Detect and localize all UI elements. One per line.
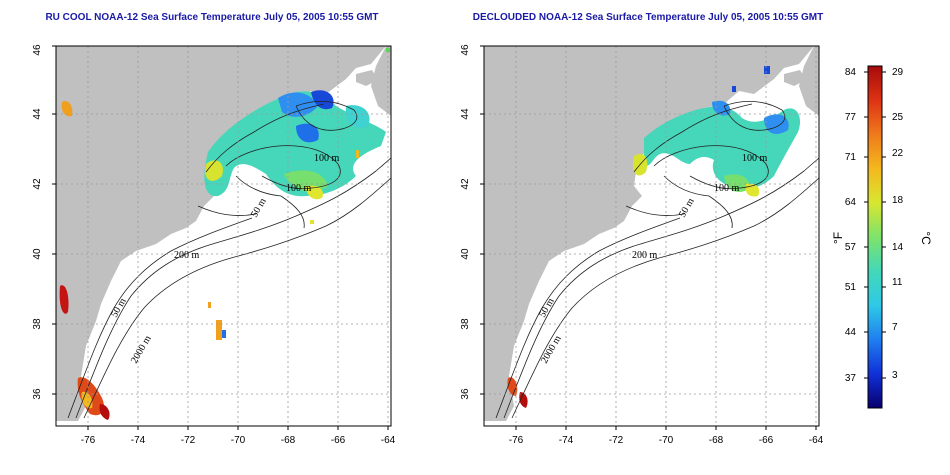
x-tick-label: -76 bbox=[509, 435, 524, 446]
y-tick-label: 40 bbox=[32, 248, 43, 260]
y-tick-label: 44 bbox=[32, 108, 43, 120]
contour-label-100m: 100 m bbox=[286, 183, 312, 194]
fahrenheit-tick: 77 bbox=[845, 112, 857, 123]
celsius-tick: 14 bbox=[892, 242, 904, 253]
x-tick-label: -72 bbox=[181, 435, 196, 446]
x-tick-label: -66 bbox=[331, 435, 346, 446]
celsius-tick: 25 bbox=[892, 112, 904, 123]
y-tick-label: 36 bbox=[460, 388, 471, 400]
y-tick-label: 42 bbox=[32, 178, 43, 190]
contour-label-100m: 100 m bbox=[714, 183, 740, 194]
y-tick-label: 46 bbox=[460, 44, 471, 56]
x-tick-label: -72 bbox=[609, 435, 624, 446]
contour-label-200m: 200 m bbox=[632, 250, 658, 261]
x-tick-label: -76 bbox=[81, 435, 96, 446]
sst-figure: RU COOL NOAA-12 Sea Surface Temperature … bbox=[0, 0, 950, 475]
y-tick-label: 46 bbox=[32, 44, 43, 56]
map-panel-raw: RU COOL NOAA-12 Sea Surface Temperature … bbox=[32, 12, 396, 446]
colorbar-gradient bbox=[868, 66, 882, 408]
y-tick-label: 42 bbox=[460, 178, 471, 190]
fahrenheit-tick-labels: 84 77 71 64 57 51 44 37 bbox=[845, 67, 857, 384]
celsius-tick: 29 bbox=[892, 67, 904, 78]
temperature-colorbar: 84 77 71 64 57 51 44 37 29 25 22 18 14 1… bbox=[831, 66, 933, 408]
x-tick-label: -70 bbox=[231, 435, 246, 446]
map-panel-declouded: DECLOUDED NOAA-12 Sea Surface Temperatur… bbox=[460, 12, 824, 446]
y-tick-label: 40 bbox=[460, 248, 471, 260]
y-axis: 36 38 40 42 44 46 bbox=[460, 44, 484, 400]
fahrenheit-tick: 84 bbox=[845, 67, 857, 78]
fahrenheit-tick: 64 bbox=[845, 197, 857, 208]
x-tick-label: -64 bbox=[809, 435, 824, 446]
x-tick-label: -68 bbox=[709, 435, 724, 446]
contour-label-100m: 100 m bbox=[314, 153, 340, 164]
y-tick-label: 38 bbox=[460, 318, 471, 330]
contour-label-200m: 200 m bbox=[174, 250, 200, 261]
fahrenheit-tick: 57 bbox=[845, 242, 857, 253]
y-tick-label: 44 bbox=[460, 108, 471, 120]
celsius-unit-label: °C bbox=[919, 231, 933, 245]
y-axis: 36 38 40 42 44 46 bbox=[32, 44, 56, 400]
fahrenheit-unit-label: °F bbox=[831, 232, 845, 244]
x-tick-label: -66 bbox=[759, 435, 774, 446]
x-tick-label: -74 bbox=[131, 435, 146, 446]
y-tick-label: 36 bbox=[32, 388, 43, 400]
fahrenheit-tick: 44 bbox=[845, 327, 857, 338]
x-tick-label: -64 bbox=[381, 435, 396, 446]
x-axis: -76 -74 -72 -70 -68 -66 -64 bbox=[81, 426, 396, 446]
x-tick-label: -74 bbox=[559, 435, 574, 446]
x-tick-label: -70 bbox=[659, 435, 674, 446]
celsius-tick-labels: 29 25 22 18 14 11 7 3 bbox=[892, 67, 904, 381]
celsius-tick: 22 bbox=[892, 148, 904, 159]
contour-label-100m: 100 m bbox=[742, 153, 768, 164]
celsius-tick: 18 bbox=[892, 195, 904, 206]
celsius-tick: 11 bbox=[892, 277, 903, 288]
fahrenheit-tick: 71 bbox=[845, 152, 857, 163]
fahrenheit-tick: 51 bbox=[845, 282, 857, 293]
panel-title: RU COOL NOAA-12 Sea Surface Temperature … bbox=[45, 12, 378, 23]
panel-title: DECLOUDED NOAA-12 Sea Surface Temperatur… bbox=[473, 12, 824, 23]
x-tick-label: -68 bbox=[281, 435, 296, 446]
y-tick-label: 38 bbox=[32, 318, 43, 330]
celsius-tick: 7 bbox=[892, 322, 898, 333]
fahrenheit-tick: 37 bbox=[845, 373, 857, 384]
x-axis: -76 -74 -72 -70 -68 -66 -64 bbox=[509, 426, 824, 446]
celsius-tick: 3 bbox=[892, 370, 898, 381]
